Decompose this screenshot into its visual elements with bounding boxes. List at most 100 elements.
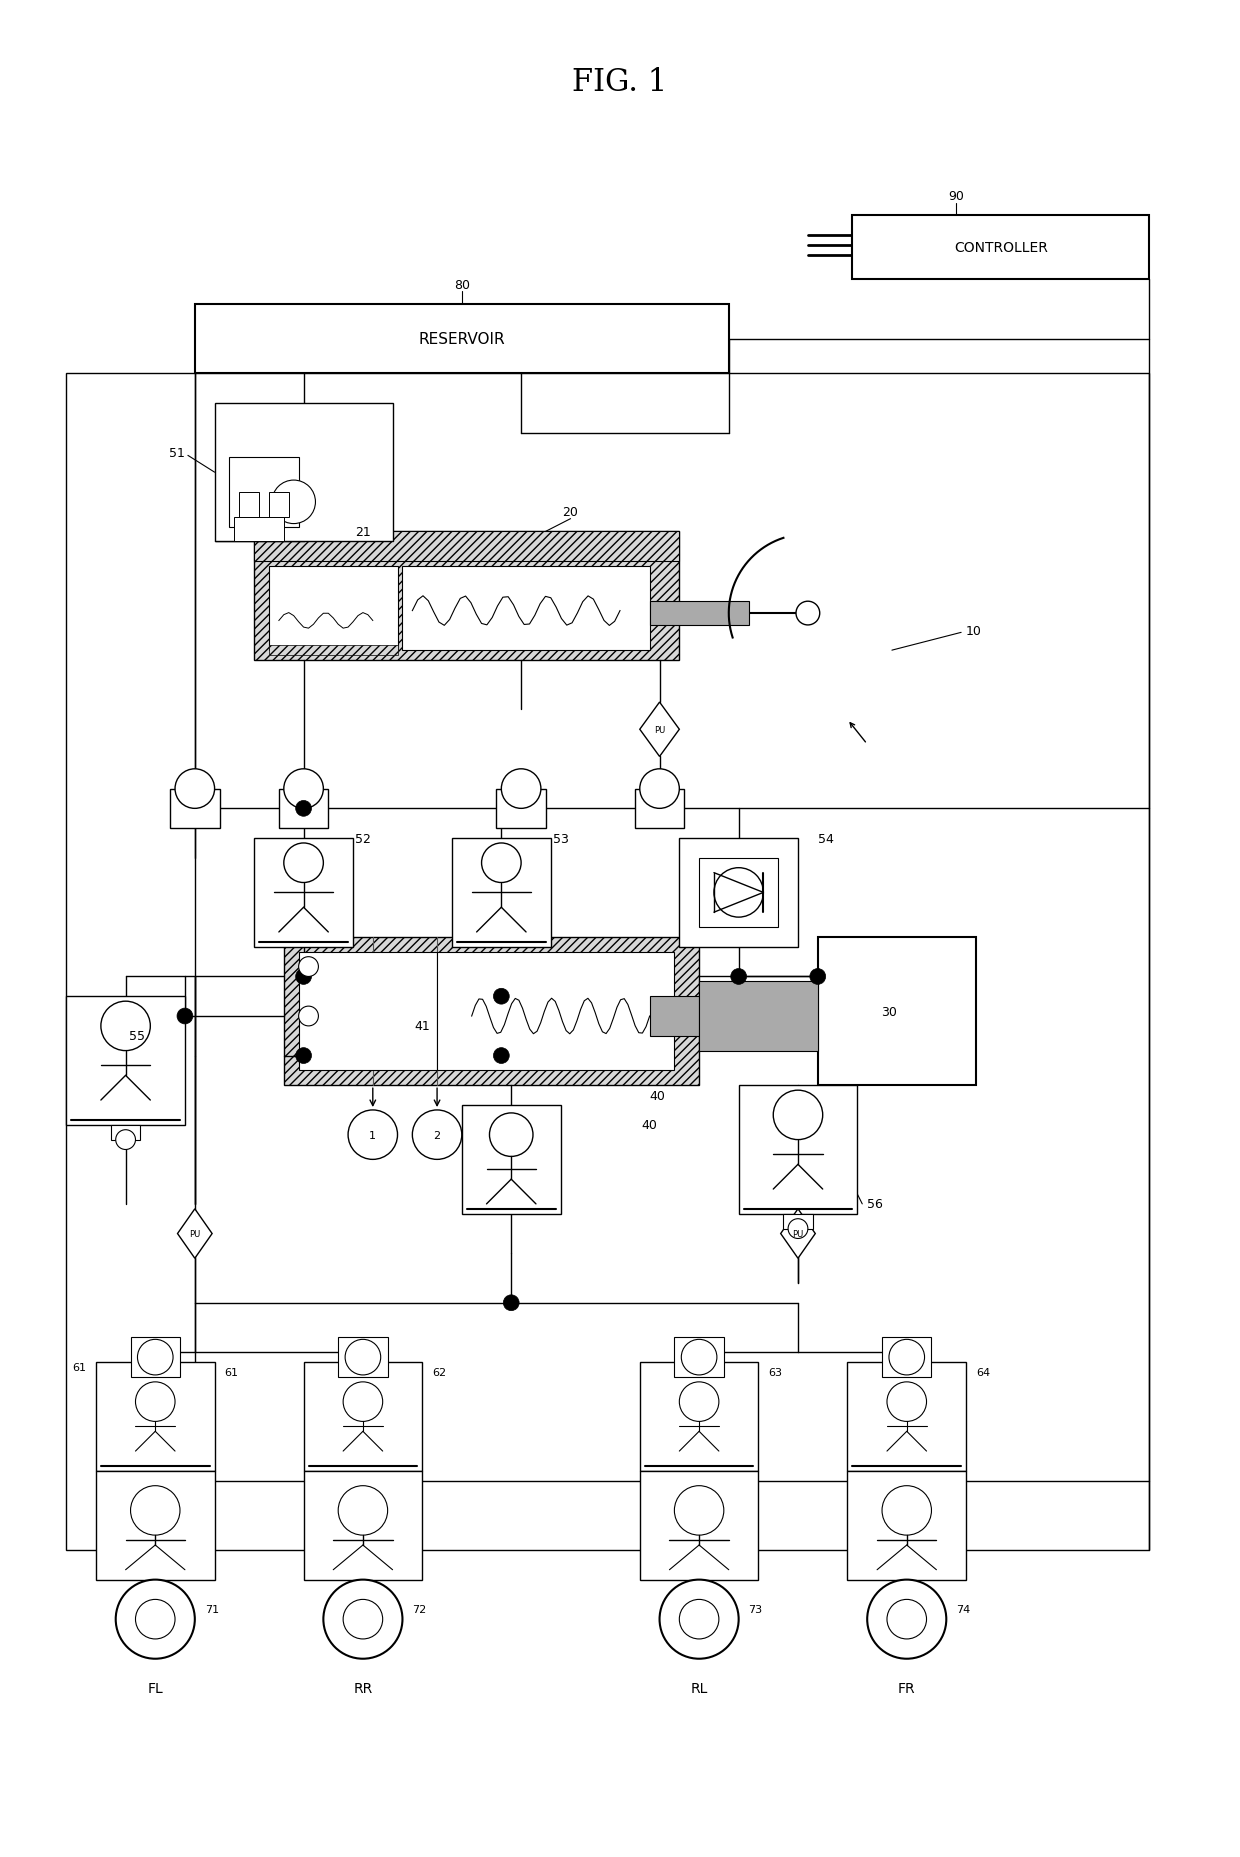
Bar (635, 789, 684, 828)
Text: RL: RL (691, 1681, 708, 1695)
Text: PU: PU (792, 1229, 804, 1239)
Circle shape (345, 1339, 381, 1376)
Circle shape (680, 1382, 719, 1422)
Polygon shape (177, 1209, 212, 1259)
Circle shape (481, 843, 521, 884)
Text: RR: RR (353, 1681, 372, 1695)
Bar (170, 789, 219, 828)
Text: 1: 1 (370, 1131, 376, 1140)
Text: CONTROLLER: CONTROLLER (954, 241, 1048, 254)
Bar (304, 1363, 423, 1471)
Circle shape (339, 1486, 388, 1536)
Circle shape (130, 1486, 180, 1536)
Circle shape (324, 1580, 403, 1658)
Text: 90: 90 (949, 189, 965, 202)
Circle shape (494, 1047, 510, 1064)
Circle shape (135, 1382, 175, 1422)
Bar (110, 1125, 140, 1140)
Text: PU: PU (190, 1229, 201, 1239)
Bar (403, 566, 650, 650)
Circle shape (115, 1580, 195, 1658)
Bar (436, 953, 675, 1071)
Text: 51: 51 (169, 448, 185, 461)
Bar (847, 1363, 966, 1471)
Circle shape (681, 1339, 717, 1376)
Bar (234, 518, 284, 542)
Text: 62: 62 (432, 1367, 446, 1378)
Circle shape (810, 969, 826, 984)
Text: 73: 73 (749, 1604, 763, 1614)
Bar (699, 982, 817, 1051)
Text: 63: 63 (769, 1367, 782, 1378)
Bar (95, 1471, 215, 1580)
Circle shape (882, 1486, 931, 1536)
Circle shape (295, 969, 311, 984)
Circle shape (889, 1339, 925, 1376)
Text: 71: 71 (205, 1604, 218, 1614)
Bar (299, 953, 436, 1071)
Bar (254, 533, 680, 661)
Text: PU: PU (653, 726, 665, 734)
Circle shape (284, 843, 324, 884)
Bar (66, 997, 185, 1125)
Circle shape (640, 769, 680, 810)
Bar (496, 789, 546, 828)
Bar (451, 839, 551, 947)
Text: 41: 41 (414, 1019, 430, 1032)
Circle shape (284, 769, 324, 810)
Bar (239, 492, 259, 518)
Bar (215, 403, 393, 542)
Circle shape (887, 1382, 926, 1422)
Bar (852, 215, 1149, 280)
Polygon shape (640, 702, 680, 758)
Circle shape (503, 1294, 520, 1311)
Bar (461, 1105, 560, 1214)
Circle shape (887, 1599, 926, 1640)
Circle shape (714, 869, 764, 917)
Text: 61: 61 (72, 1363, 86, 1372)
Bar (650, 602, 749, 626)
Circle shape (295, 1047, 311, 1064)
Text: 30: 30 (880, 1005, 897, 1018)
Bar (269, 646, 398, 656)
Text: 10: 10 (966, 624, 982, 637)
Bar (254, 839, 353, 947)
Text: FR: FR (898, 1681, 915, 1695)
Circle shape (138, 1339, 174, 1376)
Bar (66, 373, 1149, 1551)
Text: RESERVOIR: RESERVOIR (418, 332, 505, 347)
Text: 21: 21 (355, 526, 371, 539)
Text: 54: 54 (817, 832, 833, 845)
Bar (675, 1337, 724, 1378)
Bar (130, 1337, 180, 1378)
Bar (640, 1363, 759, 1471)
Bar (847, 1471, 966, 1580)
Circle shape (796, 602, 820, 626)
Circle shape (413, 1110, 461, 1161)
Bar (269, 492, 289, 518)
Circle shape (100, 1001, 150, 1051)
Bar (95, 1363, 215, 1471)
Circle shape (501, 769, 541, 810)
Bar (195, 305, 729, 373)
Text: 20: 20 (563, 505, 579, 518)
Bar (339, 1337, 388, 1378)
Bar (229, 459, 299, 527)
Text: 74: 74 (956, 1604, 971, 1614)
Circle shape (272, 481, 315, 524)
Text: 72: 72 (413, 1604, 427, 1614)
Circle shape (175, 769, 215, 810)
Text: 2: 2 (434, 1131, 440, 1140)
Circle shape (295, 800, 311, 817)
Circle shape (680, 1599, 719, 1640)
Circle shape (177, 1008, 193, 1025)
Text: 53: 53 (553, 832, 569, 845)
Text: FIG. 1: FIG. 1 (573, 67, 667, 98)
Circle shape (730, 969, 746, 984)
Text: 56: 56 (867, 1198, 883, 1211)
Circle shape (135, 1599, 175, 1640)
Circle shape (660, 1580, 739, 1658)
Circle shape (774, 1090, 822, 1140)
Text: FL: FL (148, 1681, 164, 1695)
Bar (680, 839, 799, 947)
